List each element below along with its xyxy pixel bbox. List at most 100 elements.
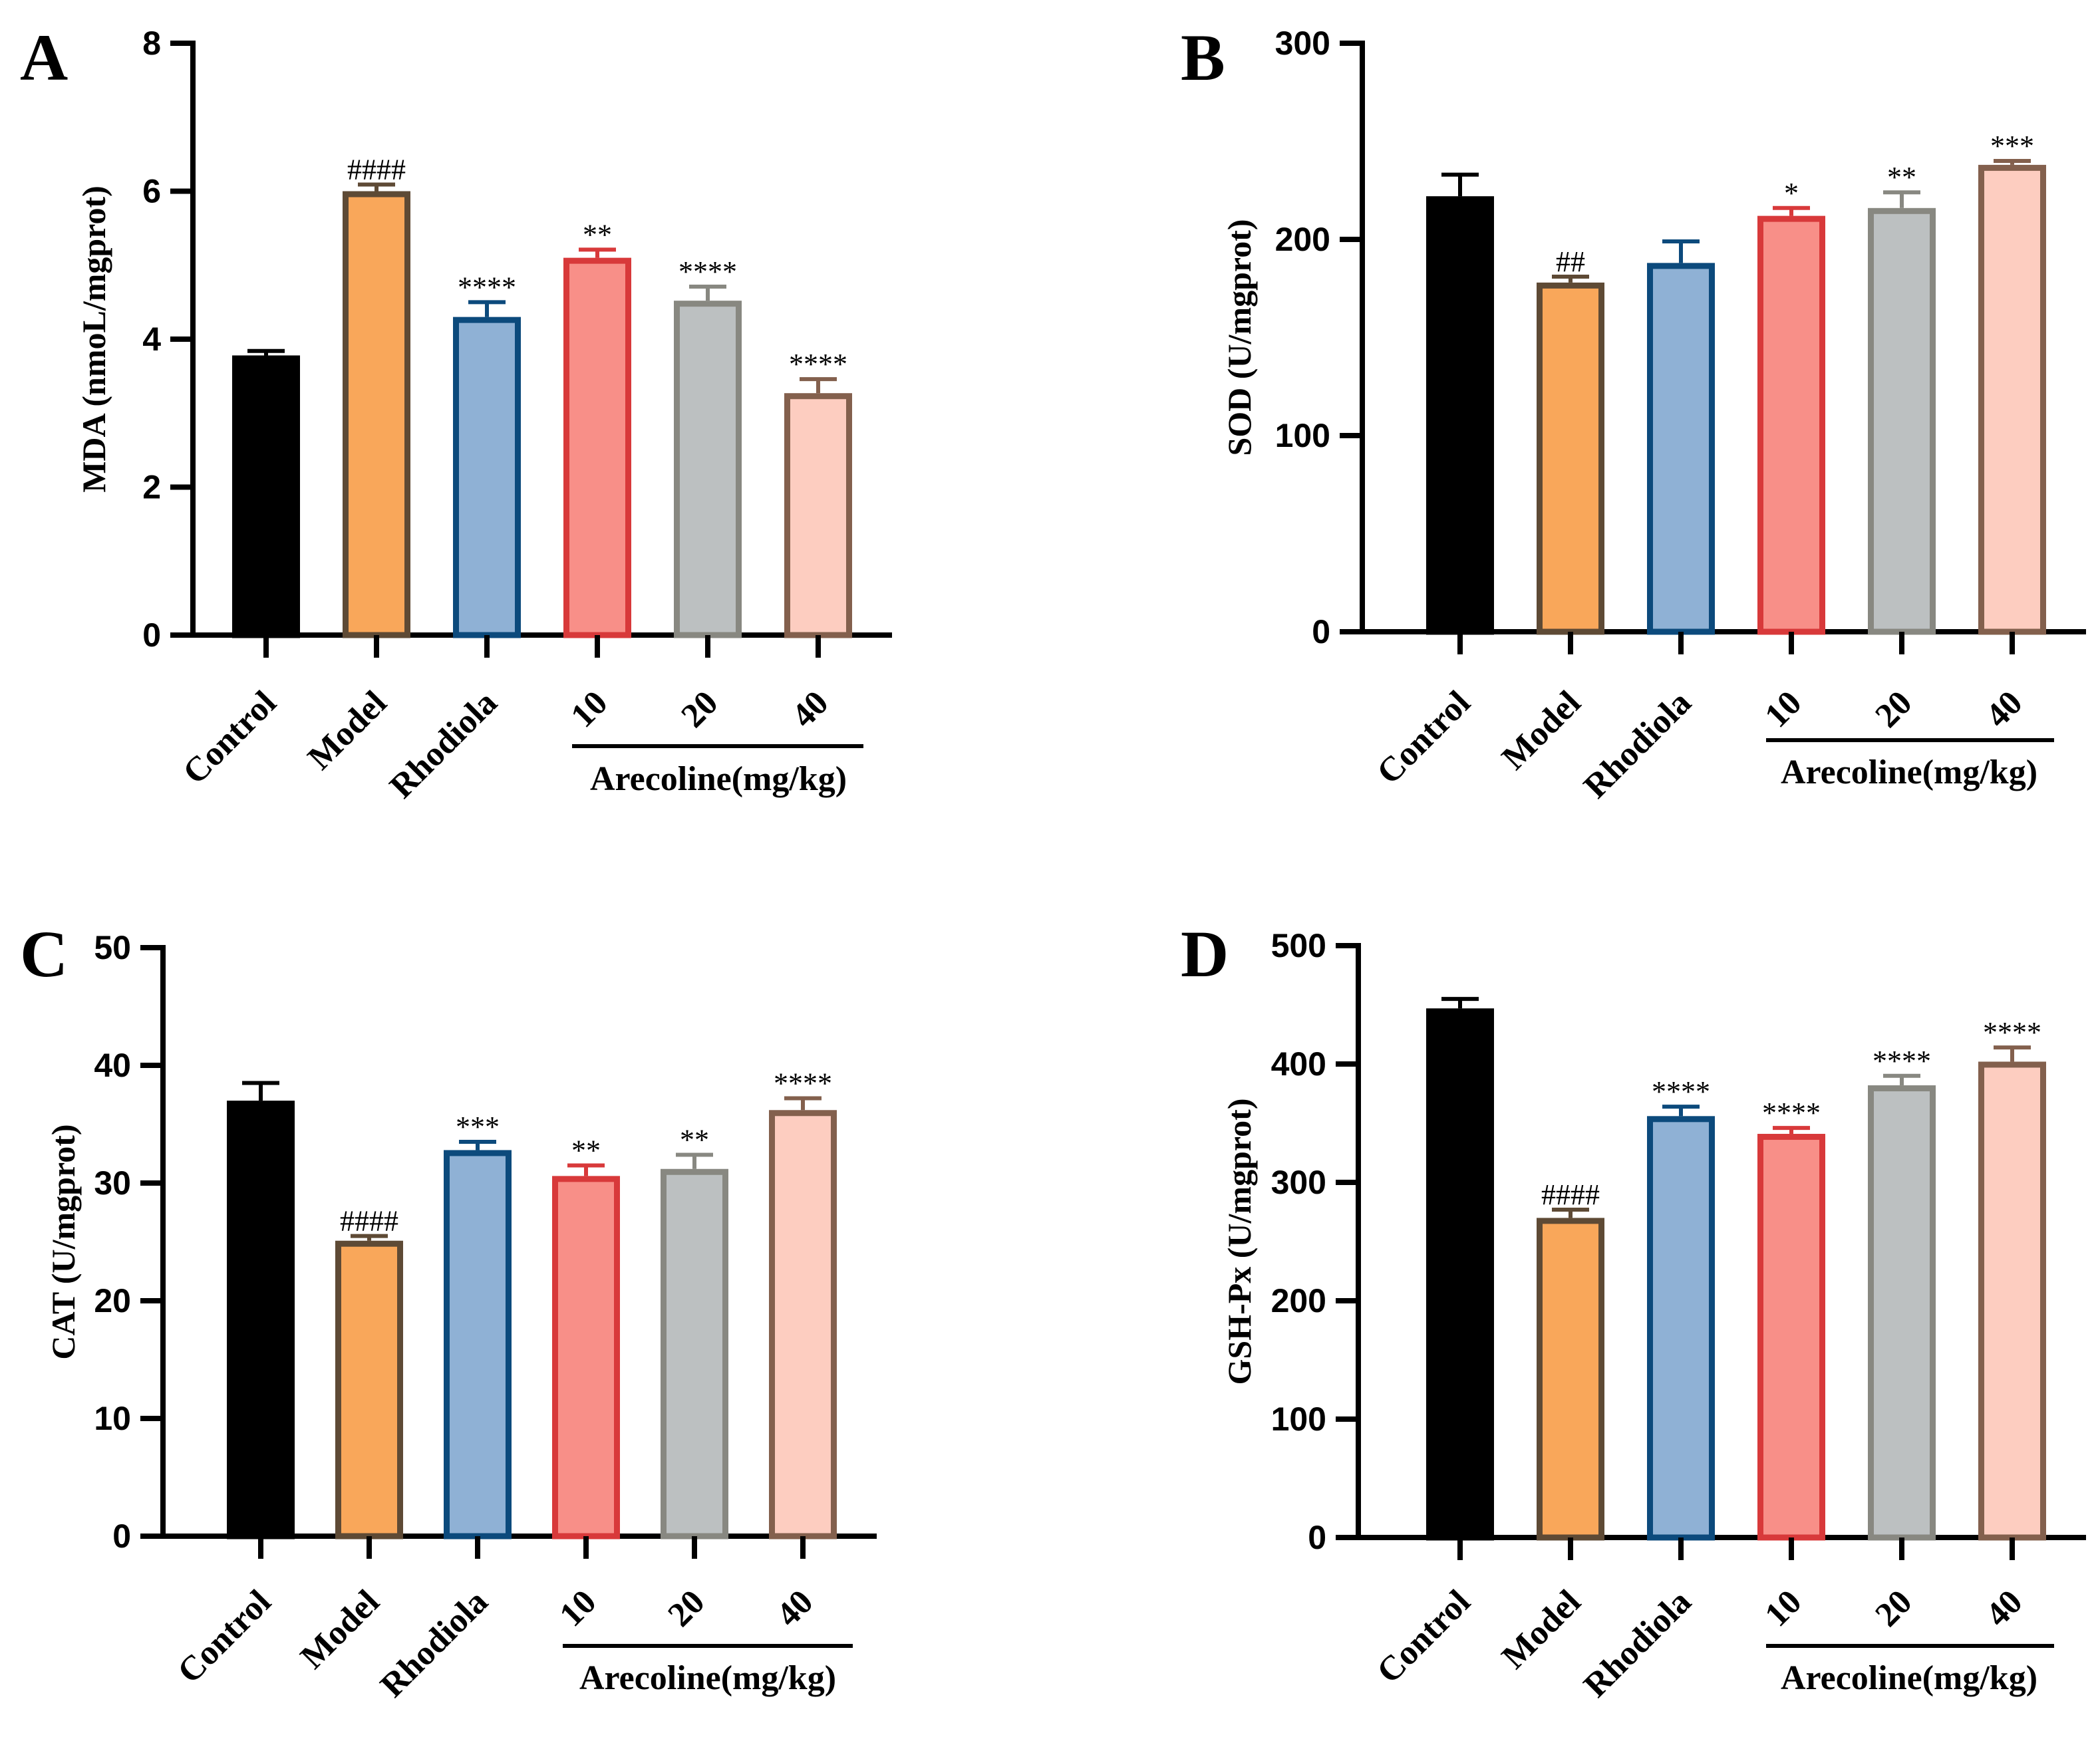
group-label: Arecoline(mg/kg) — [1781, 753, 2037, 791]
significance-label: #### — [1541, 1178, 1600, 1211]
panel-a: A 0 2 4 6 8 MDA (nmoL/mgprot) Control Model #### R… — [20, 21, 892, 806]
significance-label: #### — [347, 153, 406, 186]
y-tick-label: 2 — [142, 469, 161, 506]
y-axis-label: MDA (nmoL/mgprot) — [75, 186, 112, 493]
bar-rhodiola — [1647, 263, 1715, 635]
category-label: 10 — [1757, 1583, 1809, 1634]
category-label: Control — [1370, 684, 1477, 791]
y-tick-label: 500 — [1271, 927, 1326, 964]
panel-letter: A — [20, 21, 68, 94]
category-label: 20 — [661, 1583, 712, 1634]
significance-label: ** — [680, 1124, 709, 1156]
y-tick-label: 400 — [1271, 1045, 1326, 1083]
significance-label: **** — [1762, 1097, 1821, 1129]
significance-label: **** — [678, 255, 737, 288]
category-label: Control — [1370, 1583, 1477, 1690]
category-label: Model — [293, 1583, 386, 1676]
bar-20 — [1868, 207, 1936, 635]
significance-label: **** — [458, 271, 516, 303]
y-tick-label: 6 — [142, 173, 161, 210]
y-tick-label: 10 — [94, 1400, 131, 1437]
significance-label: * — [1784, 177, 1799, 209]
bar-40 — [769, 1110, 837, 1539]
bar-20 — [661, 1168, 728, 1539]
bar-rhodiola — [453, 317, 521, 638]
significance-label: **** — [1983, 1016, 2041, 1049]
y-tick-label: 0 — [1308, 1519, 1326, 1556]
bar-10 — [1757, 215, 1825, 635]
category-label: 40 — [1978, 684, 2029, 735]
bar-10 — [552, 1176, 620, 1539]
group-label: Arecoline(mg/kg) — [579, 1659, 836, 1697]
category-label: Model — [1495, 1583, 1588, 1676]
y-tick-label: 0 — [142, 616, 161, 654]
panel-c: C 0 10 20 30 40 50 CAT (U/mgprot) Control Model ##… — [20, 917, 877, 1705]
category-label: Model — [301, 684, 394, 777]
significance-label: ## — [1556, 245, 1585, 278]
y-tick-label: 100 — [1271, 1401, 1326, 1438]
bar-control — [227, 1101, 295, 1539]
bar-40 — [1978, 1061, 2046, 1541]
significance-label: ** — [1887, 161, 1916, 194]
category-label: 10 — [563, 684, 615, 735]
bar-model — [1537, 1218, 1604, 1541]
y-tick-label: 100 — [1275, 417, 1330, 454]
y-tick-label: 200 — [1275, 221, 1330, 258]
category-label: Rhodiola — [1576, 1583, 1698, 1704]
significance-label: *** — [456, 1111, 500, 1143]
category-label: Control — [170, 1583, 278, 1690]
y-tick-label: 40 — [94, 1047, 131, 1084]
bar-rhodiola — [1647, 1116, 1715, 1541]
group-label: Arecoline(mg/kg) — [1781, 1659, 2037, 1697]
y-tick-label: 300 — [1271, 1164, 1326, 1201]
group-label: Arecoline(mg/kg) — [590, 760, 847, 798]
y-tick-label: 0 — [1312, 613, 1330, 650]
panel-d: D 0 100 200 300 400 500 GSH-Px (U/mgprot) Contro… — [1181, 917, 2086, 1705]
category-label: 40 — [784, 684, 835, 735]
significance-label: #### — [340, 1205, 398, 1238]
category-label: 40 — [1978, 1583, 2029, 1634]
y-tick-label: 4 — [142, 321, 161, 358]
significance-label: *** — [1990, 130, 2034, 162]
y-tick-label: 200 — [1271, 1282, 1326, 1319]
y-axis-label: SOD (U/mgprot) — [1221, 219, 1258, 456]
bar-40 — [784, 393, 852, 638]
category-label: 10 — [552, 1583, 603, 1634]
category-label: 40 — [769, 1583, 820, 1634]
significance-label: ** — [571, 1134, 601, 1166]
category-label: Rhodiola — [373, 1583, 495, 1704]
bar-40 — [1978, 164, 2046, 635]
significance-label: **** — [1873, 1045, 1931, 1077]
significance-label: **** — [1652, 1075, 1710, 1108]
y-tick-label: 20 — [94, 1282, 131, 1319]
category-label: Rhodiola — [1576, 684, 1698, 805]
y-axis-label: GSH-Px (U/mgprot) — [1221, 1099, 1258, 1385]
category-label: 20 — [1868, 684, 1919, 735]
bar-rhodiola — [444, 1150, 512, 1539]
y-tick-label: 30 — [94, 1164, 131, 1202]
significance-label: **** — [789, 348, 847, 380]
category-label: Model — [1495, 684, 1588, 777]
category-label: 20 — [1868, 1583, 1919, 1634]
bar-model — [1537, 282, 1604, 635]
bar-20 — [1868, 1085, 1936, 1541]
category-label: Control — [176, 684, 283, 791]
panel-letter: D — [1181, 917, 1229, 991]
panel-letter: B — [1181, 21, 1225, 94]
y-tick-label: 300 — [1275, 25, 1330, 62]
bar-control — [1426, 1008, 1494, 1541]
significance-label: ** — [583, 218, 612, 251]
bar-control — [1426, 196, 1494, 635]
panel-b: B 0 100 200 300 SOD (U/mgprot) Control Model ## R… — [1181, 21, 2086, 806]
category-label: 10 — [1757, 684, 1809, 735]
category-label: Rhodiola — [382, 684, 504, 805]
y-tick-label: 0 — [112, 1518, 131, 1555]
category-label: 20 — [674, 684, 725, 735]
bar-model — [343, 191, 410, 638]
y-axis-label: CAT (U/mgprot) — [45, 1124, 82, 1359]
y-tick-label: 50 — [94, 929, 131, 966]
y-tick-label: 8 — [142, 25, 161, 62]
significance-label: **** — [774, 1067, 832, 1100]
bar-10 — [563, 257, 631, 638]
